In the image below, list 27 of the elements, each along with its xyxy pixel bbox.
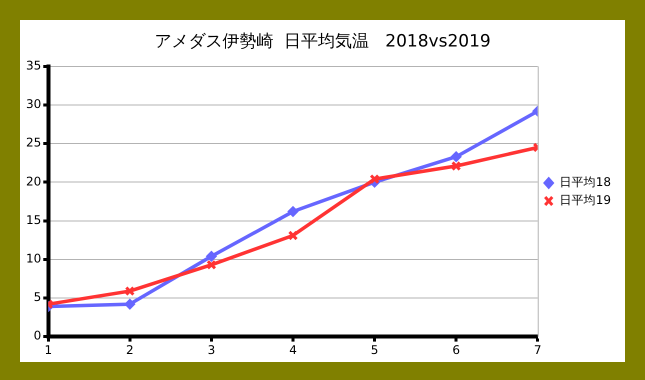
x-tick-label: 5	[370, 342, 378, 357]
point	[288, 206, 298, 218]
point	[206, 250, 217, 262]
point	[450, 151, 462, 162]
legend-label: 日平均19	[560, 193, 612, 208]
y-tick-label: 15	[26, 212, 42, 227]
y-tick-label: 35	[26, 58, 42, 73]
point	[124, 286, 135, 296]
point	[370, 174, 380, 184]
point	[124, 298, 136, 310]
y-tick-label: 5	[34, 290, 42, 304]
y-tick-label: 0	[34, 328, 42, 343]
x-tick-label: 4	[289, 342, 297, 357]
y-tick-label: 25	[26, 136, 42, 150]
y-tick-label: 10	[26, 252, 42, 266]
point	[451, 160, 462, 172]
legend-label: 日平均18	[560, 175, 612, 190]
chart-title: アメダス伊勢崎 日平均気温 2018vs2019	[154, 32, 491, 52]
x-tick-label: 1	[44, 342, 52, 357]
point	[288, 230, 298, 241]
x-tick-label: 6	[452, 342, 460, 357]
point	[206, 260, 216, 270]
x-tick-label: 2	[126, 342, 134, 357]
x-tick-label: 7	[534, 342, 542, 357]
y-tick-label: 30	[26, 97, 42, 112]
x-tick-label: 3	[208, 342, 216, 357]
y-tick-label: 20	[26, 174, 42, 188]
